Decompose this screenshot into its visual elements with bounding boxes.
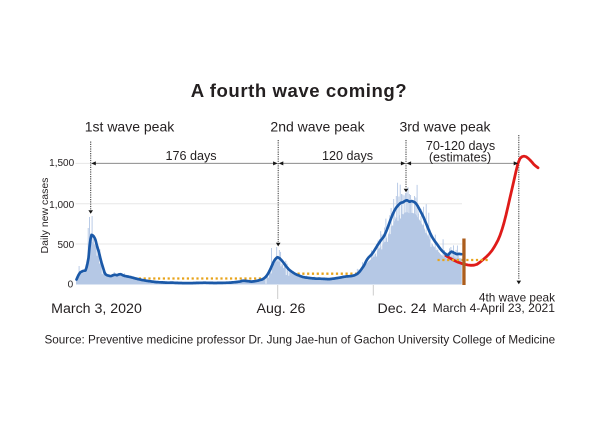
svg-text:Aug. 26: Aug. 26	[257, 301, 306, 317]
svg-text:176 days: 176 days	[165, 149, 216, 163]
svg-text:3rd wave peak: 3rd wave peak	[399, 119, 491, 135]
svg-text:March 3, 2020: March 3, 2020	[51, 301, 142, 317]
svg-text:1,000: 1,000	[49, 200, 74, 211]
svg-text:70-120 days: 70-120 days	[426, 139, 495, 153]
svg-text:500: 500	[58, 240, 75, 251]
svg-text:1st wave peak: 1st wave peak	[85, 119, 175, 135]
svg-text:Dec. 24: Dec. 24	[378, 301, 427, 317]
svg-text:2nd wave peak: 2nd wave peak	[270, 119, 365, 135]
svg-text:1,500: 1,500	[49, 158, 74, 169]
svg-text:Source: Preventive medicine pr: Source: Preventive medicine professor Dr…	[45, 334, 556, 347]
svg-text:4th wave peak: 4th wave peak	[479, 291, 555, 305]
svg-text:March 4-April 23, 2021: March 4-April 23, 2021	[433, 301, 556, 315]
svg-text:0: 0	[68, 280, 74, 291]
svg-text:(estimates): (estimates)	[429, 150, 491, 164]
svg-text:A fourth wave coming?: A fourth wave coming?	[191, 80, 407, 101]
svg-text:Daily new cases: Daily new cases	[39, 178, 51, 254]
svg-text:120 days: 120 days	[322, 149, 373, 163]
